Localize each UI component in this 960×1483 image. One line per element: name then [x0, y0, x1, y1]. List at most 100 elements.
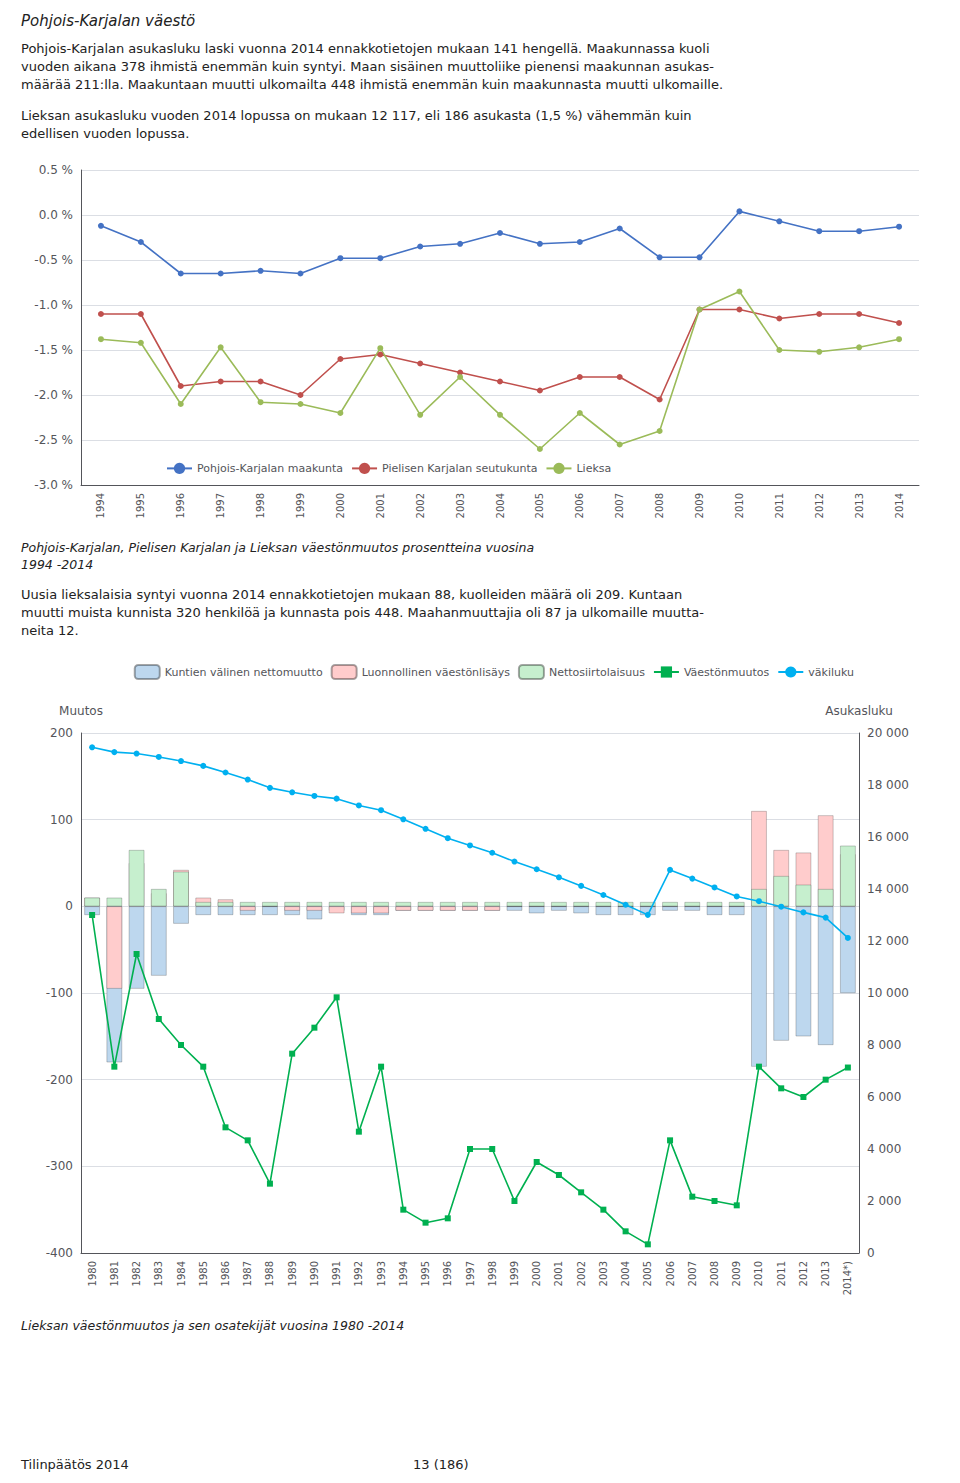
svg-text:Nettosiirtolaisuus: Nettosiirtolaisuus	[549, 665, 645, 678]
svg-text:2000: 2000	[531, 1261, 542, 1286]
svg-text:0: 0	[867, 1246, 875, 1260]
svg-text:2011: 2011	[776, 1261, 787, 1286]
svg-text:18 000: 18 000	[867, 778, 909, 792]
svg-text:4 000: 4 000	[867, 1142, 901, 1156]
svg-text:0.0 %: 0.0 %	[39, 208, 73, 222]
svg-text:-2.5 %: -2.5 %	[34, 433, 73, 447]
html-text:muutti muista kunnista 320 hen: muutti muista kunnista 320 henkilöä ja k…	[21, 605, 704, 621]
svg-text:Muutos: Muutos	[59, 704, 103, 718]
svg-text:1987: 1987	[242, 1261, 253, 1286]
svg-text:2010: 2010	[753, 1261, 764, 1286]
svg-text:Asukasluku: Asukasluku	[825, 704, 893, 718]
svg-text:2001: 2001	[375, 493, 386, 518]
svg-text:2001: 2001	[553, 1261, 564, 1286]
svg-text:2008: 2008	[709, 1261, 720, 1286]
svg-text:1992: 1992	[353, 1261, 364, 1286]
html-text:määrää 211:lla. Maakuntaan muu: määrää 211:lla. Maakuntaan muutti ulkoma…	[21, 77, 723, 93]
svg-text:-1.5 %: -1.5 %	[34, 343, 73, 357]
svg-text:1982: 1982	[131, 1261, 142, 1286]
svg-text:1991: 1991	[331, 1261, 342, 1286]
svg-text:1993: 1993	[376, 1261, 387, 1286]
svg-text:1995: 1995	[420, 1261, 431, 1286]
svg-text:0: 0	[65, 899, 73, 913]
html-text:Pohjois-Karjalan, Pielisen Kar: Pohjois-Karjalan, Pielisen Karjalan ja L…	[21, 539, 535, 573]
svg-text:Lieksa: Lieksa	[576, 462, 611, 475]
svg-text:2011: 2011	[774, 493, 785, 518]
svg-text:2007: 2007	[687, 1261, 698, 1286]
html-text:Lieksan asukasluku vuoden 2014: Lieksan asukasluku vuoden 2014 lopussa o…	[21, 107, 692, 123]
svg-text:200: 200	[50, 726, 73, 740]
svg-text:8 000: 8 000	[867, 1038, 901, 1052]
svg-text:1999: 1999	[295, 493, 306, 518]
svg-text:2008: 2008	[654, 493, 665, 518]
svg-text:Pielisen Karjalan seutukunta: Pielisen Karjalan seutukunta	[382, 462, 537, 475]
svg-text:1998: 1998	[487, 1261, 498, 1286]
svg-text:1999: 1999	[509, 1261, 520, 1286]
svg-text:2009: 2009	[731, 1261, 742, 1286]
svg-text:1990: 1990	[309, 1261, 320, 1286]
svg-text:1981: 1981	[109, 1261, 120, 1286]
svg-text:1988: 1988	[264, 1261, 275, 1286]
svg-text:1994: 1994	[398, 1261, 409, 1286]
svg-text:Väestönmuutos: Väestönmuutos	[684, 665, 770, 678]
svg-text:2014: 2014	[894, 493, 905, 518]
svg-text:2013: 2013	[820, 1261, 831, 1286]
svg-text:-400: -400	[46, 1246, 73, 1260]
svg-text:2010: 2010	[734, 493, 745, 518]
svg-text:-300: -300	[46, 1159, 73, 1173]
svg-text:14 000: 14 000	[867, 882, 909, 896]
svg-text:2004: 2004	[620, 1261, 631, 1286]
svg-text:1997: 1997	[465, 1261, 476, 1286]
svg-text:-0.5 %: -0.5 %	[34, 253, 73, 267]
svg-text:1986: 1986	[220, 1261, 231, 1286]
html-text:edellisen vuoden lopussa.: edellisen vuoden lopussa.	[21, 125, 190, 141]
svg-text:1996: 1996	[175, 493, 186, 518]
html-text:Uusia lieksalaisia syntyi vuon: Uusia lieksalaisia syntyi vuonna 2014 en…	[21, 586, 683, 602]
svg-text:2013: 2013	[854, 493, 865, 518]
svg-text:Luonnollinen väestönlisäys: Luonnollinen väestönlisäys	[362, 665, 511, 678]
svg-text:2009: 2009	[694, 493, 705, 518]
svg-text:6 000: 6 000	[867, 1090, 901, 1104]
svg-text:Kuntien välinen nettomuutto: Kuntien välinen nettomuutto	[165, 665, 323, 678]
svg-text:2004: 2004	[495, 493, 506, 518]
svg-text:10 000: 10 000	[867, 986, 909, 1000]
svg-text:1998: 1998	[255, 493, 266, 518]
svg-text:1995: 1995	[135, 493, 146, 518]
svg-text:1985: 1985	[198, 1261, 209, 1286]
svg-text:2003: 2003	[455, 493, 466, 518]
svg-text:1994: 1994	[95, 493, 106, 518]
svg-text:2000: 2000	[335, 493, 346, 518]
svg-text:100: 100	[50, 812, 73, 826]
svg-text:2007: 2007	[614, 493, 625, 518]
svg-text:-200: -200	[46, 1072, 73, 1086]
svg-text:2003: 2003	[598, 1261, 609, 1286]
svg-text:1996: 1996	[442, 1261, 453, 1286]
svg-text:väkiluku: väkiluku	[808, 665, 854, 678]
svg-text:2002: 2002	[415, 493, 426, 518]
svg-text:1989: 1989	[287, 1261, 298, 1286]
svg-text:Pohjois-Karjalan maakunta: Pohjois-Karjalan maakunta	[197, 462, 343, 475]
svg-text:2002: 2002	[576, 1261, 587, 1286]
html-text:vuoden aikana 378 ihmistä enem: vuoden aikana 378 ihmistä enemmän kuin s…	[21, 59, 714, 75]
svg-text:2006: 2006	[574, 493, 585, 518]
svg-text:1983: 1983	[153, 1261, 164, 1286]
svg-text:16 000: 16 000	[867, 830, 909, 844]
svg-text:2005: 2005	[534, 493, 545, 518]
svg-text:2006: 2006	[665, 1261, 676, 1286]
svg-text:-1.0 %: -1.0 %	[34, 298, 73, 312]
svg-text:2 000: 2 000	[867, 1194, 901, 1208]
svg-text:12 000: 12 000	[867, 934, 909, 948]
svg-text:1984: 1984	[176, 1261, 187, 1286]
svg-text:-100: -100	[46, 986, 73, 1000]
svg-text:2014*): 2014*)	[842, 1260, 853, 1294]
svg-text:1980: 1980	[87, 1261, 98, 1286]
svg-text:2005: 2005	[642, 1261, 653, 1286]
svg-text:-2.0 %: -2.0 %	[34, 388, 73, 402]
svg-text:-3.0 %: -3.0 %	[34, 478, 73, 492]
svg-text:1997: 1997	[215, 493, 226, 518]
svg-text:20 000: 20 000	[867, 726, 909, 740]
svg-text:0.5 %: 0.5 %	[39, 163, 73, 177]
svg-text:2012: 2012	[798, 1261, 809, 1286]
svg-text:2012: 2012	[814, 493, 825, 518]
html-text:Pohjois-Karjalan väestö: Pohjois-Karjalan väestö	[21, 12, 196, 30]
